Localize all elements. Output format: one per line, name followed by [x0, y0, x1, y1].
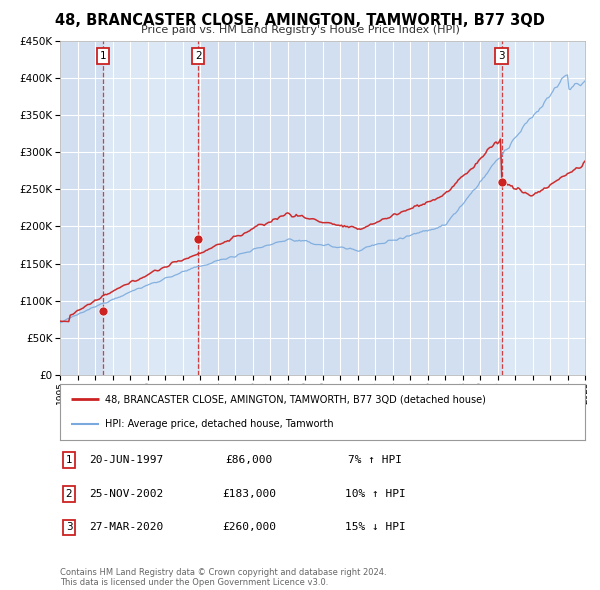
Text: Contains HM Land Registry data © Crown copyright and database right 2024.
This d: Contains HM Land Registry data © Crown c… [60, 568, 386, 587]
Text: HPI: Average price, detached house, Tamworth: HPI: Average price, detached house, Tamw… [104, 419, 333, 429]
Text: £86,000: £86,000 [226, 455, 272, 465]
Text: 15% ↓ HPI: 15% ↓ HPI [344, 523, 406, 532]
Text: 25-NOV-2002: 25-NOV-2002 [89, 489, 163, 499]
Text: 2: 2 [195, 51, 202, 61]
Bar [60, 41, 103, 375]
Text: 1: 1 [100, 51, 107, 61]
Text: 2: 2 [65, 489, 73, 499]
Text: 3: 3 [65, 523, 73, 532]
Text: 27-MAR-2020: 27-MAR-2020 [89, 523, 163, 532]
Bar [198, 41, 502, 375]
Text: 48, BRANCASTER CLOSE, AMINGTON, TAMWORTH, B77 3QD (detached house): 48, BRANCASTER CLOSE, AMINGTON, TAMWORTH… [104, 394, 485, 404]
Text: Price paid vs. HM Land Registry's House Price Index (HPI): Price paid vs. HM Land Registry's House … [140, 25, 460, 35]
Text: 3: 3 [498, 51, 505, 61]
Text: 7% ↑ HPI: 7% ↑ HPI [348, 455, 402, 465]
Text: 48, BRANCASTER CLOSE, AMINGTON, TAMWORTH, B77 3QD: 48, BRANCASTER CLOSE, AMINGTON, TAMWORTH… [55, 13, 545, 28]
Text: 20-JUN-1997: 20-JUN-1997 [89, 455, 163, 465]
Text: £183,000: £183,000 [222, 489, 276, 499]
Text: £260,000: £260,000 [222, 523, 276, 532]
Text: 1: 1 [65, 455, 73, 465]
Text: 10% ↑ HPI: 10% ↑ HPI [344, 489, 406, 499]
